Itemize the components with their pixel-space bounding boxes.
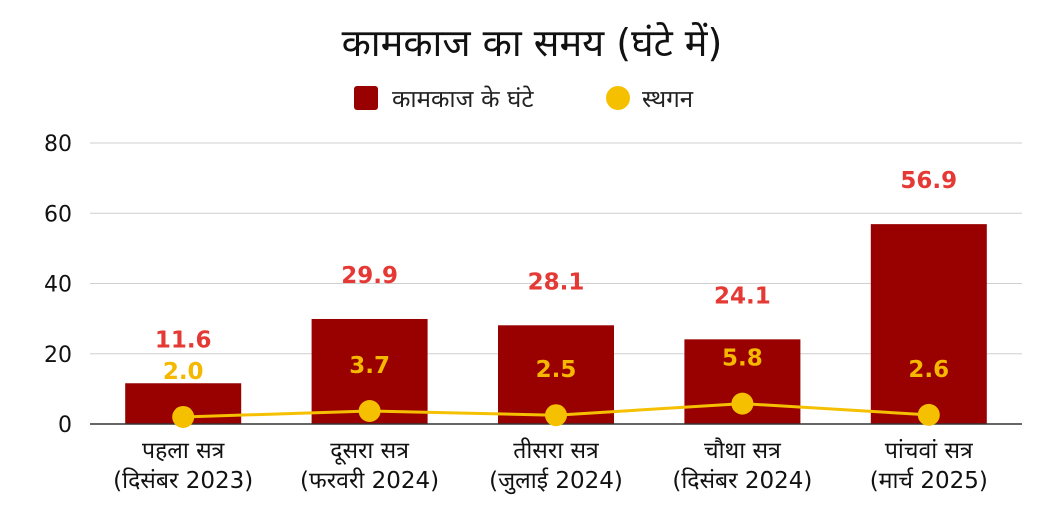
- line-data-label: 3.7: [349, 353, 390, 379]
- x-tick-label: पहला सत्र: [142, 438, 226, 464]
- x-tick-sublabel: (दिसंबर 2023): [113, 467, 253, 494]
- x-tick-label: पांचवां सत्र: [885, 438, 974, 464]
- legend-swatch-hours: [354, 86, 378, 110]
- line-point: [172, 405, 195, 428]
- line-point: [731, 392, 754, 415]
- x-tick-sublabel: (मार्च 2025): [870, 467, 988, 494]
- legend-swatch-adjournment: [606, 86, 630, 110]
- x-tick-label: दूसरा सत्र: [330, 438, 410, 465]
- y-axis: 0 20 40 60 80: [44, 132, 72, 438]
- bar-data-label: 29.9: [341, 263, 398, 289]
- legend-label-adjournment: स्थगन: [642, 85, 694, 113]
- line-point: [545, 404, 567, 427]
- y-tick-label: 80: [44, 132, 72, 157]
- bar-data-label: 56.9: [900, 168, 957, 194]
- line-data-label: 2.0: [163, 359, 204, 385]
- y-tick-label: 40: [44, 273, 72, 298]
- y-tick-label: 0: [58, 413, 72, 438]
- data-labels: 11.6 29.9 28.1 24.1 56.9 2.0 3.7 2.5 5.8 2.6: [155, 168, 957, 385]
- x-tick-label: तीसरा सत्र: [513, 437, 600, 464]
- bar-series: [125, 224, 987, 424]
- x-tick-sublabel: (जुलाई 2024): [489, 467, 623, 495]
- bar-data-label: 28.1: [528, 269, 585, 295]
- line-series: [172, 392, 940, 428]
- bar-data-label: 24.1: [714, 283, 771, 309]
- x-axis: पहला सत्र (दिसंबर 2023) दूसरा सत्र(फरवरी 2…: [113, 437, 988, 495]
- x-tick-sublabel: (फरवरी 2024): [300, 467, 439, 494]
- line-data-label: 2.5: [536, 357, 577, 383]
- bar-data-label: 11.6: [155, 327, 212, 353]
- chart-title: कामकाज का समय (घंटे में): [342, 21, 723, 65]
- x-tick-label: चौथा सत्र: [704, 437, 782, 464]
- line-data-label: 2.6: [908, 357, 949, 383]
- legend: कामकाज के घंटे स्थगन: [354, 85, 694, 113]
- y-tick-label: 20: [44, 343, 72, 368]
- x-tick-sublabel: (दिसंबर 2024): [672, 467, 812, 494]
- line-point: [917, 403, 940, 426]
- bar: [870, 224, 987, 424]
- line-point: [358, 400, 381, 423]
- line-data-label: 5.8: [722, 346, 763, 372]
- legend-label-hours: कामकाज के घंटे: [392, 85, 534, 113]
- y-tick-label: 60: [44, 202, 72, 227]
